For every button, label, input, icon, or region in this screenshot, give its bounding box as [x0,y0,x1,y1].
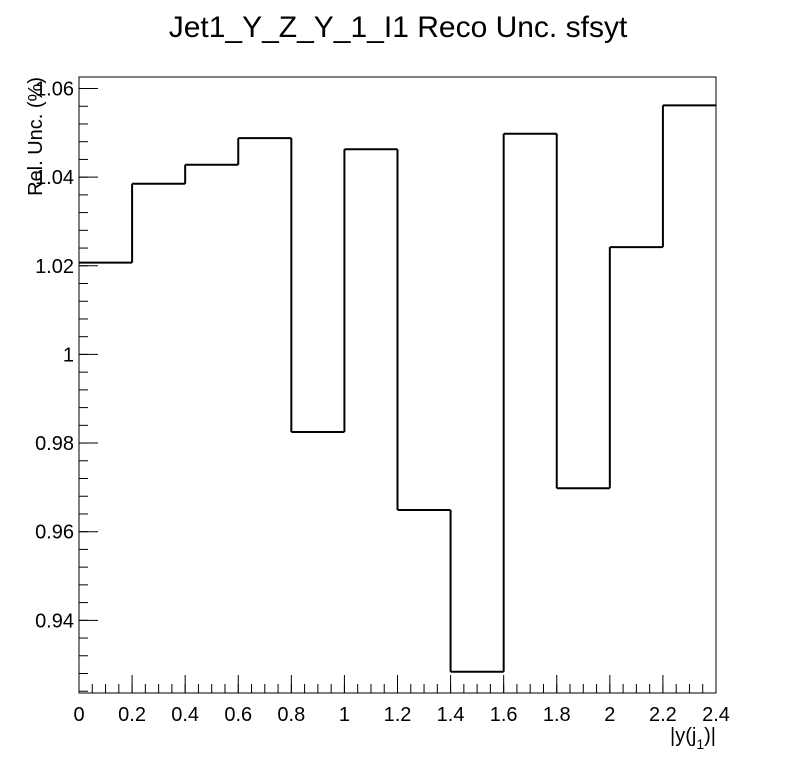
x-tick-label: 0 [73,704,84,726]
x-tick-label: 0.6 [224,704,252,726]
y-axis-tick-labels: 0.94 0.96 0.98 1 1.02 1.04 1.06 [35,79,74,633]
histogram-series [79,104,716,673]
x-axis-label-subscript: 1 [696,736,704,752]
x-tick-label: 0.4 [171,704,199,726]
x-tick-label: 2.4 [702,704,730,726]
x-tick-label: 1.8 [543,704,571,726]
y-tick-label: 1.02 [35,256,74,278]
y-axis-ticks [79,88,98,692]
x-tick-label: 0.2 [118,704,146,726]
x-axis-label-end: )| [704,725,716,747]
x-tick-label: 1.4 [437,704,465,726]
x-axis-label-main: |y(j [670,725,696,747]
x-tick-label: 2 [604,704,615,726]
x-axis-ticks [78,675,717,693]
y-tick-label: 0.98 [35,433,74,455]
y-tick-label: 0.94 [35,610,74,632]
x-axis-label: |y(j1)| [670,725,716,752]
chart-title: Jet1_Y_Z_Y_1_I1 Reco Unc. sfsyt [169,11,628,44]
x-tick-label: 2.2 [649,704,677,726]
x-tick-label: 1.6 [490,704,518,726]
x-axis-tick-labels: 0 0.2 0.4 0.6 0.8 1 1.2 1.4 1.6 1.8 2 2.2 2.4 [73,704,729,726]
y-tick-label: 1.04 [35,167,74,189]
y-axis-label: Rel. Unc. (%) [25,77,47,196]
y-tick-label: 1 [63,344,74,366]
x-tick-label: 1 [339,704,350,726]
x-tick-label: 1.2 [384,704,412,726]
y-tick-label: 0.96 [35,522,74,544]
x-tick-label: 0.8 [277,704,305,726]
y-tick-label: 1.06 [35,79,74,101]
